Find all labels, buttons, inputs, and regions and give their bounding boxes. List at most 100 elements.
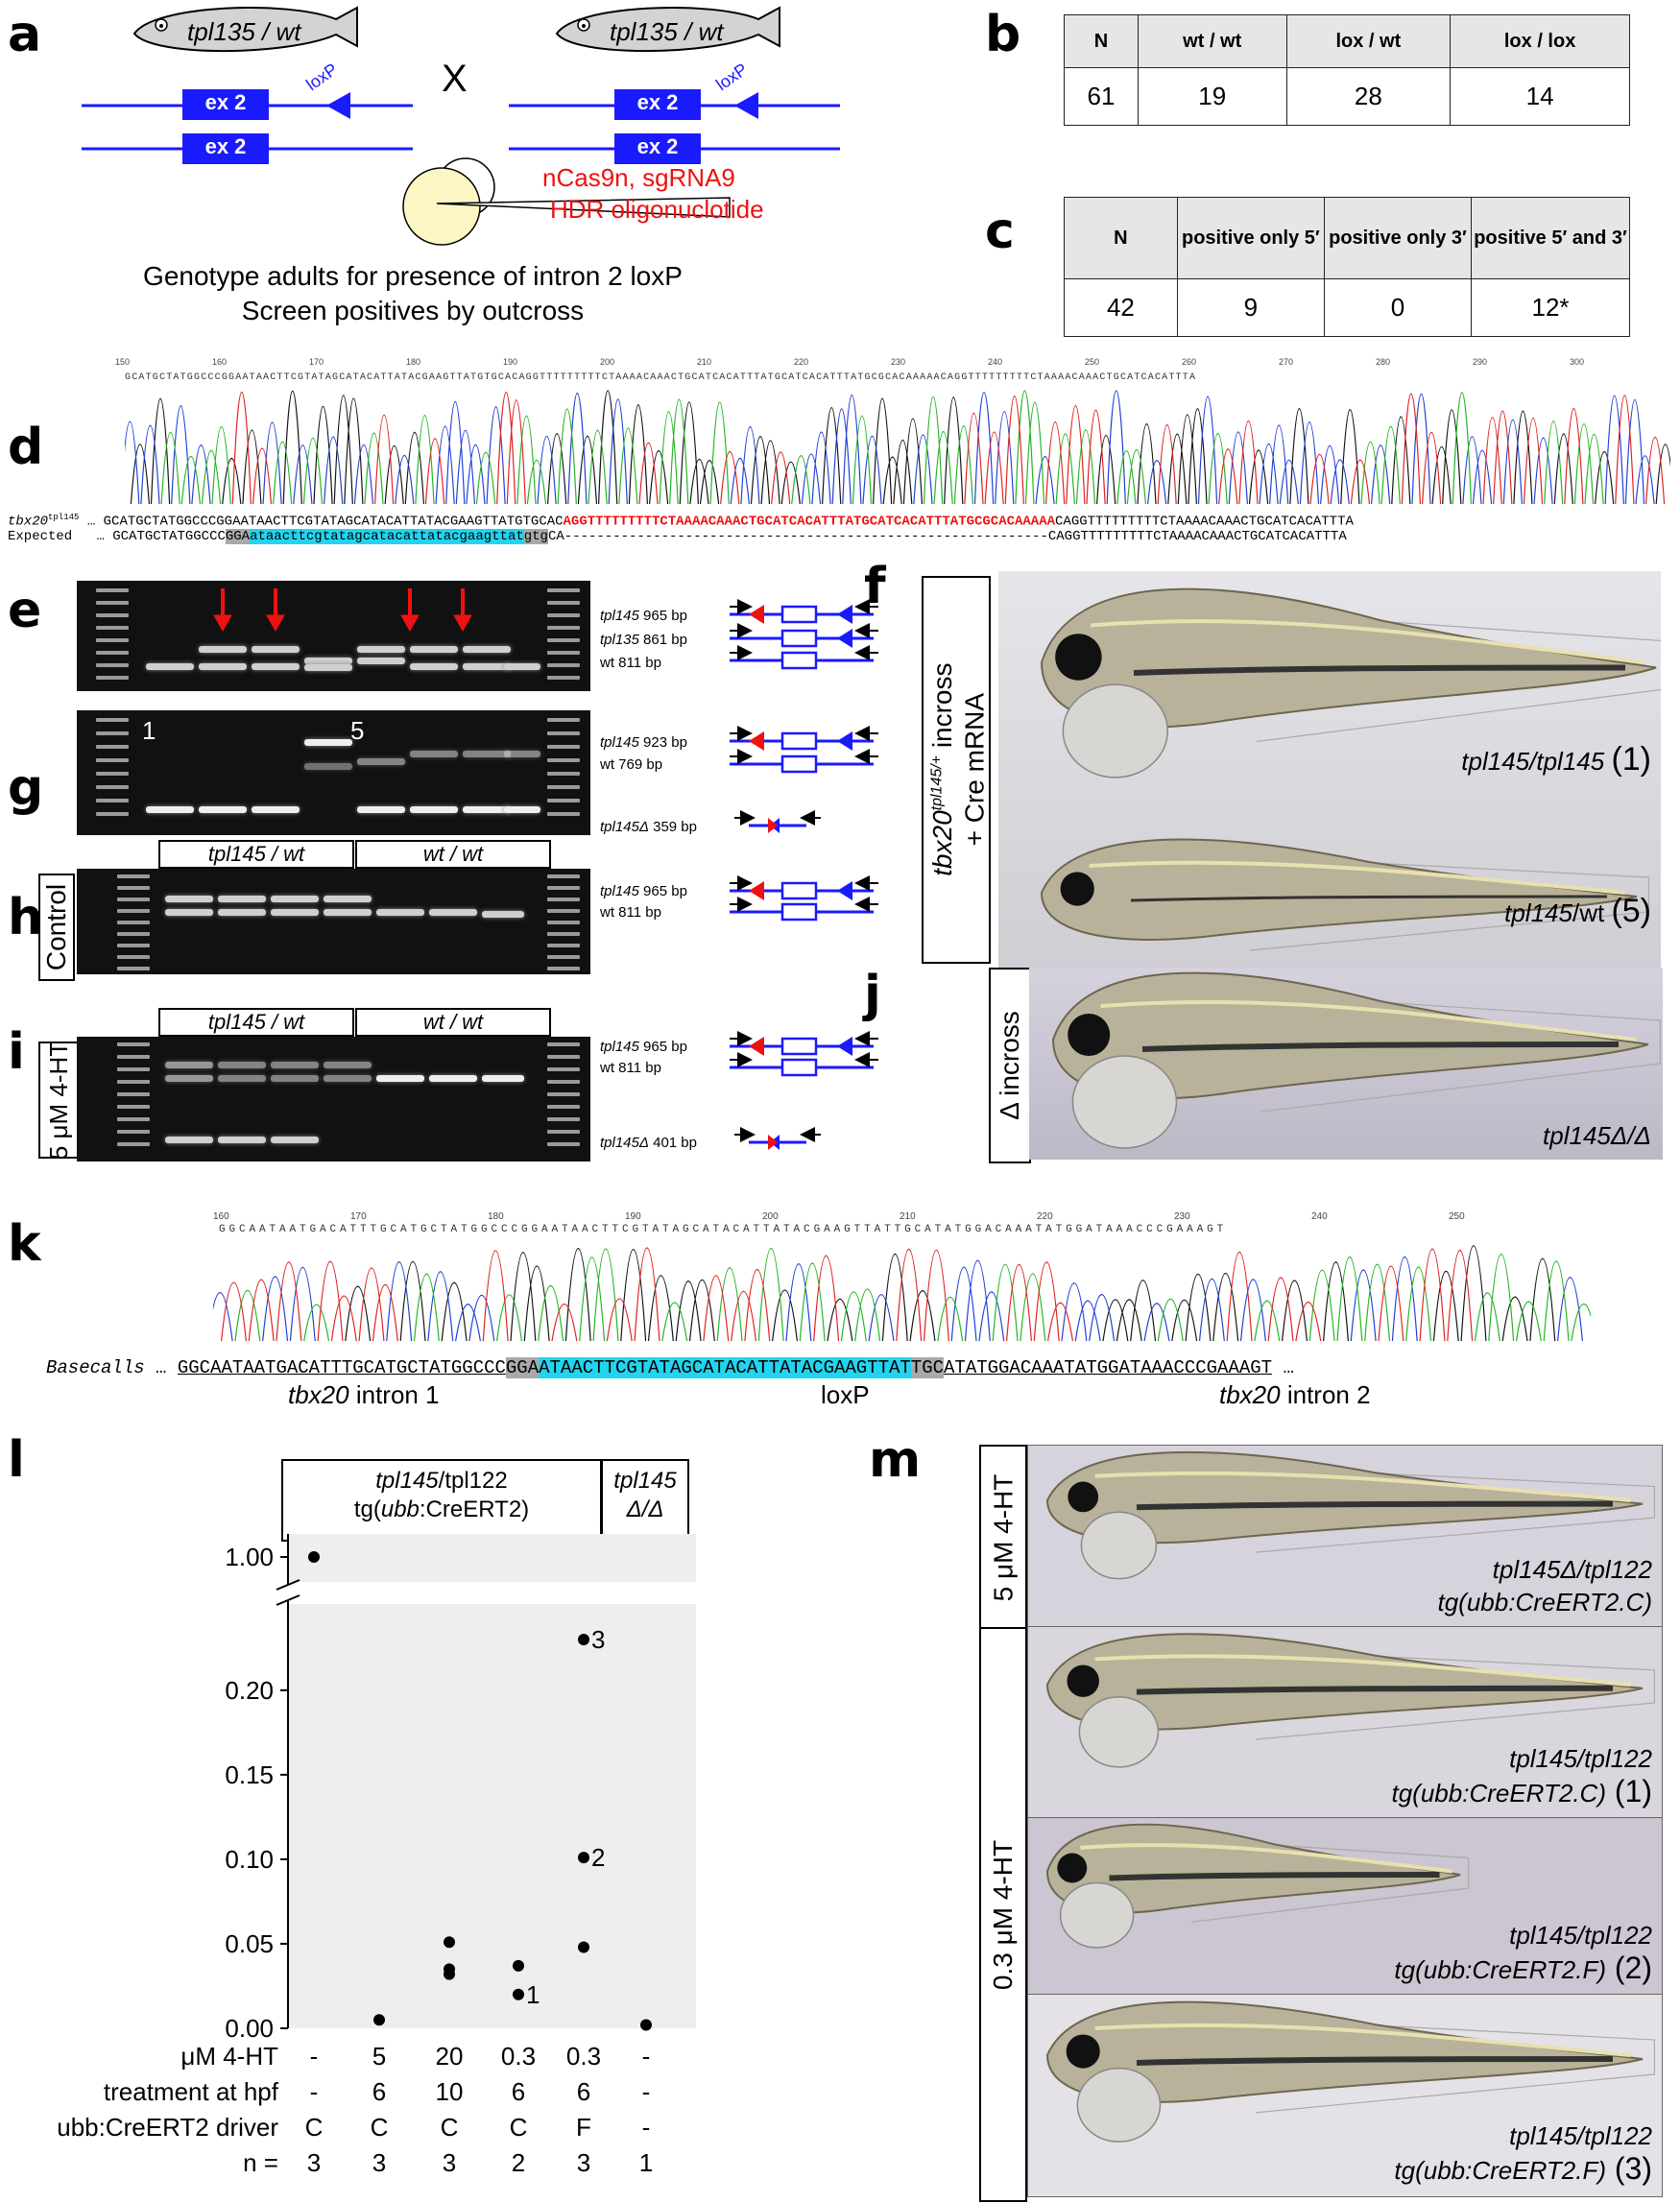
table-b-cell: 14	[1450, 67, 1630, 126]
fish-left-icon	[132, 6, 358, 53]
gel-i-label-wt: wt 811 bp	[600, 1060, 661, 1076]
expected-seq-grey2: gtg	[523, 529, 548, 544]
panel-m-embryo-image: tpl145/tpl122 tg(ubb:CreERT2.F) (2)	[1027, 1817, 1663, 1997]
gel-i-label-tpl145: tpl145 965 bp	[600, 1039, 687, 1055]
condition-cell: -	[641, 2077, 651, 2106]
chromatogram-trace	[345, 1245, 1556, 1342]
allele-diagram-left	[82, 89, 413, 164]
ruler-tick: 220	[794, 357, 809, 367]
gel-band	[165, 1075, 213, 1082]
chromatogram-trace	[160, 390, 1604, 505]
ruler-tick: 230	[891, 357, 906, 367]
condition-cell: -	[309, 2042, 319, 2071]
expected-seq-grey: GGA	[225, 529, 251, 544]
exon-label-left-1: ex 2	[204, 90, 247, 114]
panel-f-genotype-1: tpl145/tpl145 (1)	[1461, 741, 1651, 778]
observed-seq-b: CAGGTTTTTTTTTCTAAAACAAACTGCATCACATTTA	[1055, 514, 1354, 530]
y-tick-label: 1.00	[225, 1543, 274, 1571]
expected-seq-loxp: ataacttcgtatagcatacattatacgaagttat	[250, 529, 524, 544]
gel-band	[504, 806, 540, 813]
panel-label-j: j	[864, 966, 881, 1023]
panel-label-a: a	[8, 6, 42, 63]
gel-i-label-delta: tpl145Δ 401 bp	[600, 1135, 697, 1151]
panel-j-genotype: tpl145Δ/Δ	[1543, 1121, 1651, 1150]
observed-sup: tpl145	[48, 513, 80, 522]
panel-m-embryo-image: tpl145Δ/tpl122 tg(ubb:CreERT2.C)	[1027, 1445, 1663, 1629]
gel-band	[146, 663, 194, 670]
condition-cell: -	[641, 2113, 651, 2142]
ruler-tick: 160	[212, 357, 228, 367]
table-c-header: N	[1064, 197, 1178, 279]
gel-band	[218, 1137, 266, 1143]
gel-band	[463, 646, 511, 653]
gel-band	[218, 909, 266, 916]
genotype-line-2: tg(ubb:CreERT2.C)	[1437, 1588, 1653, 1616]
larva-image	[1051, 971, 1661, 1149]
genotype-line-1: tpl145/tpl122	[1509, 2121, 1652, 2150]
region-loxp-label: loxP	[821, 1380, 870, 1409]
data-point	[513, 1959, 524, 1972]
table-b-cell: 28	[1285, 67, 1452, 126]
condition-row-label: treatment at hpf	[103, 2077, 278, 2106]
gel-band	[482, 1075, 524, 1082]
gel-band	[376, 1075, 424, 1082]
genotype-line-2: tg(ubb:CreERT2.C) (1)	[1391, 1774, 1653, 1808]
larva-image	[1045, 1633, 1655, 1768]
panel-d-chromatogram	[125, 390, 1670, 505]
table-c-header: positive 5′ and 3′	[1471, 197, 1630, 279]
gel-g-label-wt: wt 769 bp	[600, 756, 663, 773]
gel-band	[271, 1075, 319, 1082]
gel-i-group2: wt / wt	[355, 1008, 551, 1037]
loxp-seq: ATAACTTCGTATAGCATACATTATACGAAGTTAT	[539, 1357, 911, 1378]
ruler-tick: 190	[625, 1211, 641, 1222]
gel-g-label-tpl145: tpl145 923 bp	[600, 734, 687, 751]
gel-band	[324, 909, 372, 916]
data-point	[308, 1551, 320, 1563]
ruler-tick: 250	[1449, 1211, 1465, 1222]
data-point	[578, 1941, 589, 1953]
gel-g: 1 5	[77, 710, 590, 835]
ruler-tick: 250	[1085, 357, 1100, 367]
y-tick-label: 0.15	[225, 1760, 274, 1789]
expected-dash: ----------------------------------------…	[572, 529, 1048, 544]
table-c-cell: 0	[1323, 278, 1473, 337]
genotype-line-1: tpl145/tpl122	[1509, 1744, 1652, 1773]
ruler-tick: 150	[115, 357, 131, 367]
data-point	[578, 1852, 589, 1864]
intron1-seq: GGCAATAATGACATTTGCATGCTATGGCCC	[177, 1357, 506, 1378]
condition-cell: 1	[638, 2148, 654, 2177]
panel-l-group1-box: tpl145/tpl122 tg(ubb:CreERT2)	[281, 1459, 602, 1542]
gel-band	[252, 806, 300, 813]
ruler-tick: 300	[1570, 357, 1585, 367]
panel-m-genotype-label: tpl145Δ/tpl122 tg(ubb:CreERT2.C)	[1438, 1553, 1653, 1618]
gel-h-label-tpl145: tpl145 965 bp	[600, 883, 687, 899]
panel-label-m: m	[869, 1431, 922, 1489]
gel-band	[324, 1062, 372, 1068]
data-point-label: 1	[526, 1980, 540, 2009]
gel-band	[504, 751, 540, 757]
gel-band	[324, 896, 372, 902]
ruler-tick: 290	[1473, 357, 1488, 367]
panel-l-group2-box: tpl145 Δ/Δ	[601, 1459, 689, 1542]
panel-label-c: c	[985, 203, 1015, 260]
gel-band	[146, 806, 194, 813]
data-point-label: 2	[591, 1843, 605, 1872]
cross-symbol: X	[442, 58, 468, 100]
fish-left-label: tpl135 / wt	[187, 17, 301, 46]
gel-band	[504, 663, 540, 670]
ruler-tick: 170	[350, 1211, 367, 1222]
panel-j-side-label: Δ incross	[989, 968, 1031, 1163]
gel-band	[482, 911, 524, 918]
ruler-tick: 240	[988, 357, 1003, 367]
ruler-tick: 180	[488, 1211, 504, 1222]
ruler-tick: 190	[503, 357, 518, 367]
condition-cell: C	[370, 2113, 389, 2142]
expected-seq-a: GCATGCTATGGCCC	[112, 529, 226, 544]
panel-m-side-label-1: 5 μM 4-HT	[979, 1445, 1027, 1631]
intron2-seq: ATATGGACAAATATGGATAAACCCGAAAGT	[944, 1357, 1273, 1378]
injection-label-2: HDR oligonuclotide	[550, 195, 764, 224]
exon-label-left-2: ex 2	[204, 134, 247, 158]
ruler-tick: 210	[900, 1211, 916, 1222]
gel-h-side-label: Control	[38, 874, 75, 981]
condition-cell: 0.3	[500, 2042, 537, 2071]
